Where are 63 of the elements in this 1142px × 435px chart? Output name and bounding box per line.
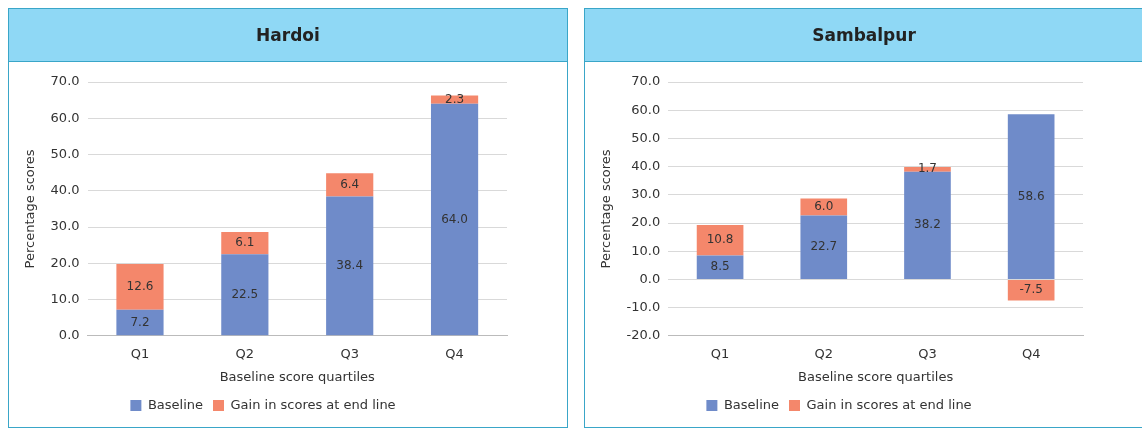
y-tick-label: -20.0 <box>626 327 661 343</box>
x-tick-label: Q1 <box>130 345 150 361</box>
y-tick-label: 60.0 <box>50 109 80 125</box>
chart-title: Sambalpur <box>585 9 1142 62</box>
y-tick-label: 50.0 <box>631 129 661 145</box>
data-label: 38.4 <box>336 258 364 273</box>
y-tick-label: -10.0 <box>626 298 661 314</box>
y-tick-label: 30.0 <box>50 218 80 234</box>
data-label: 38.2 <box>914 217 941 232</box>
x-tick-label: Q3 <box>340 345 359 361</box>
data-label: 6.1 <box>235 235 255 250</box>
x-tick-label: Q3 <box>918 345 937 361</box>
bar <box>326 196 374 336</box>
y-tick-label: 60.0 <box>631 101 661 117</box>
chart-title: Hardoi <box>9 9 567 62</box>
y-tick-label: 70.0 <box>631 73 661 89</box>
y-tick-label: 30.0 <box>631 186 661 202</box>
y-tick-label: 40.0 <box>631 157 661 173</box>
data-label: 8.5 <box>710 259 730 274</box>
bar <box>800 215 848 279</box>
x-tick-label: Q4 <box>1021 345 1041 361</box>
x-axis-title: Baseline score quartiles <box>219 368 376 384</box>
data-label: 7.2 <box>130 314 150 329</box>
data-label: 2.3 <box>445 91 465 106</box>
y-tick-label: 50.0 <box>50 145 80 161</box>
y-tick-label: 0.0 <box>58 327 80 343</box>
data-label: 58.6 <box>1017 188 1045 203</box>
bar <box>326 173 374 197</box>
y-axis-title: Percentage scores <box>598 149 614 269</box>
y-tick-label: 0.0 <box>639 270 661 286</box>
bar <box>221 232 269 255</box>
x-tick-label: Q2 <box>814 345 834 361</box>
data-label: 22.7 <box>810 239 838 254</box>
x-tick-label: Q4 <box>445 345 464 361</box>
data-label: 10.8 <box>706 232 734 247</box>
bar <box>696 255 744 279</box>
data-label: 6.4 <box>340 177 360 192</box>
legend-label: Baseline <box>147 396 204 412</box>
legend-label: Gain in scores at end line <box>230 396 396 412</box>
data-label: 6.0 <box>814 199 834 214</box>
data-label: 22.5 <box>231 286 259 301</box>
y-tick-label: 20.0 <box>631 214 661 230</box>
bar <box>116 309 164 336</box>
y-tick-label: 10.0 <box>50 290 80 306</box>
y-tick-label: 20.0 <box>50 254 80 270</box>
bar <box>116 264 164 310</box>
bar <box>221 254 269 336</box>
bar <box>1007 114 1055 279</box>
bar <box>904 171 951 279</box>
x-tick-label: Q2 <box>235 345 255 361</box>
bar <box>430 103 479 336</box>
x-axis-title: Baseline score quartiles <box>798 368 954 384</box>
y-tick-label: 70.0 <box>50 73 80 89</box>
bar <box>1007 279 1055 301</box>
y-tick-label: 10.0 <box>631 242 661 258</box>
data-label: 64.0 <box>441 211 468 226</box>
x-tick-label: Q1 <box>710 345 730 361</box>
data-label: 12.6 <box>126 278 154 293</box>
y-axis-title: Percentage scores <box>22 149 38 269</box>
y-tick-label: 40.0 <box>50 182 80 198</box>
legend-label: Baseline <box>723 396 780 412</box>
legend-label: Gain in scores at end line <box>806 396 972 412</box>
data-label: -7.5 <box>1019 282 1043 297</box>
